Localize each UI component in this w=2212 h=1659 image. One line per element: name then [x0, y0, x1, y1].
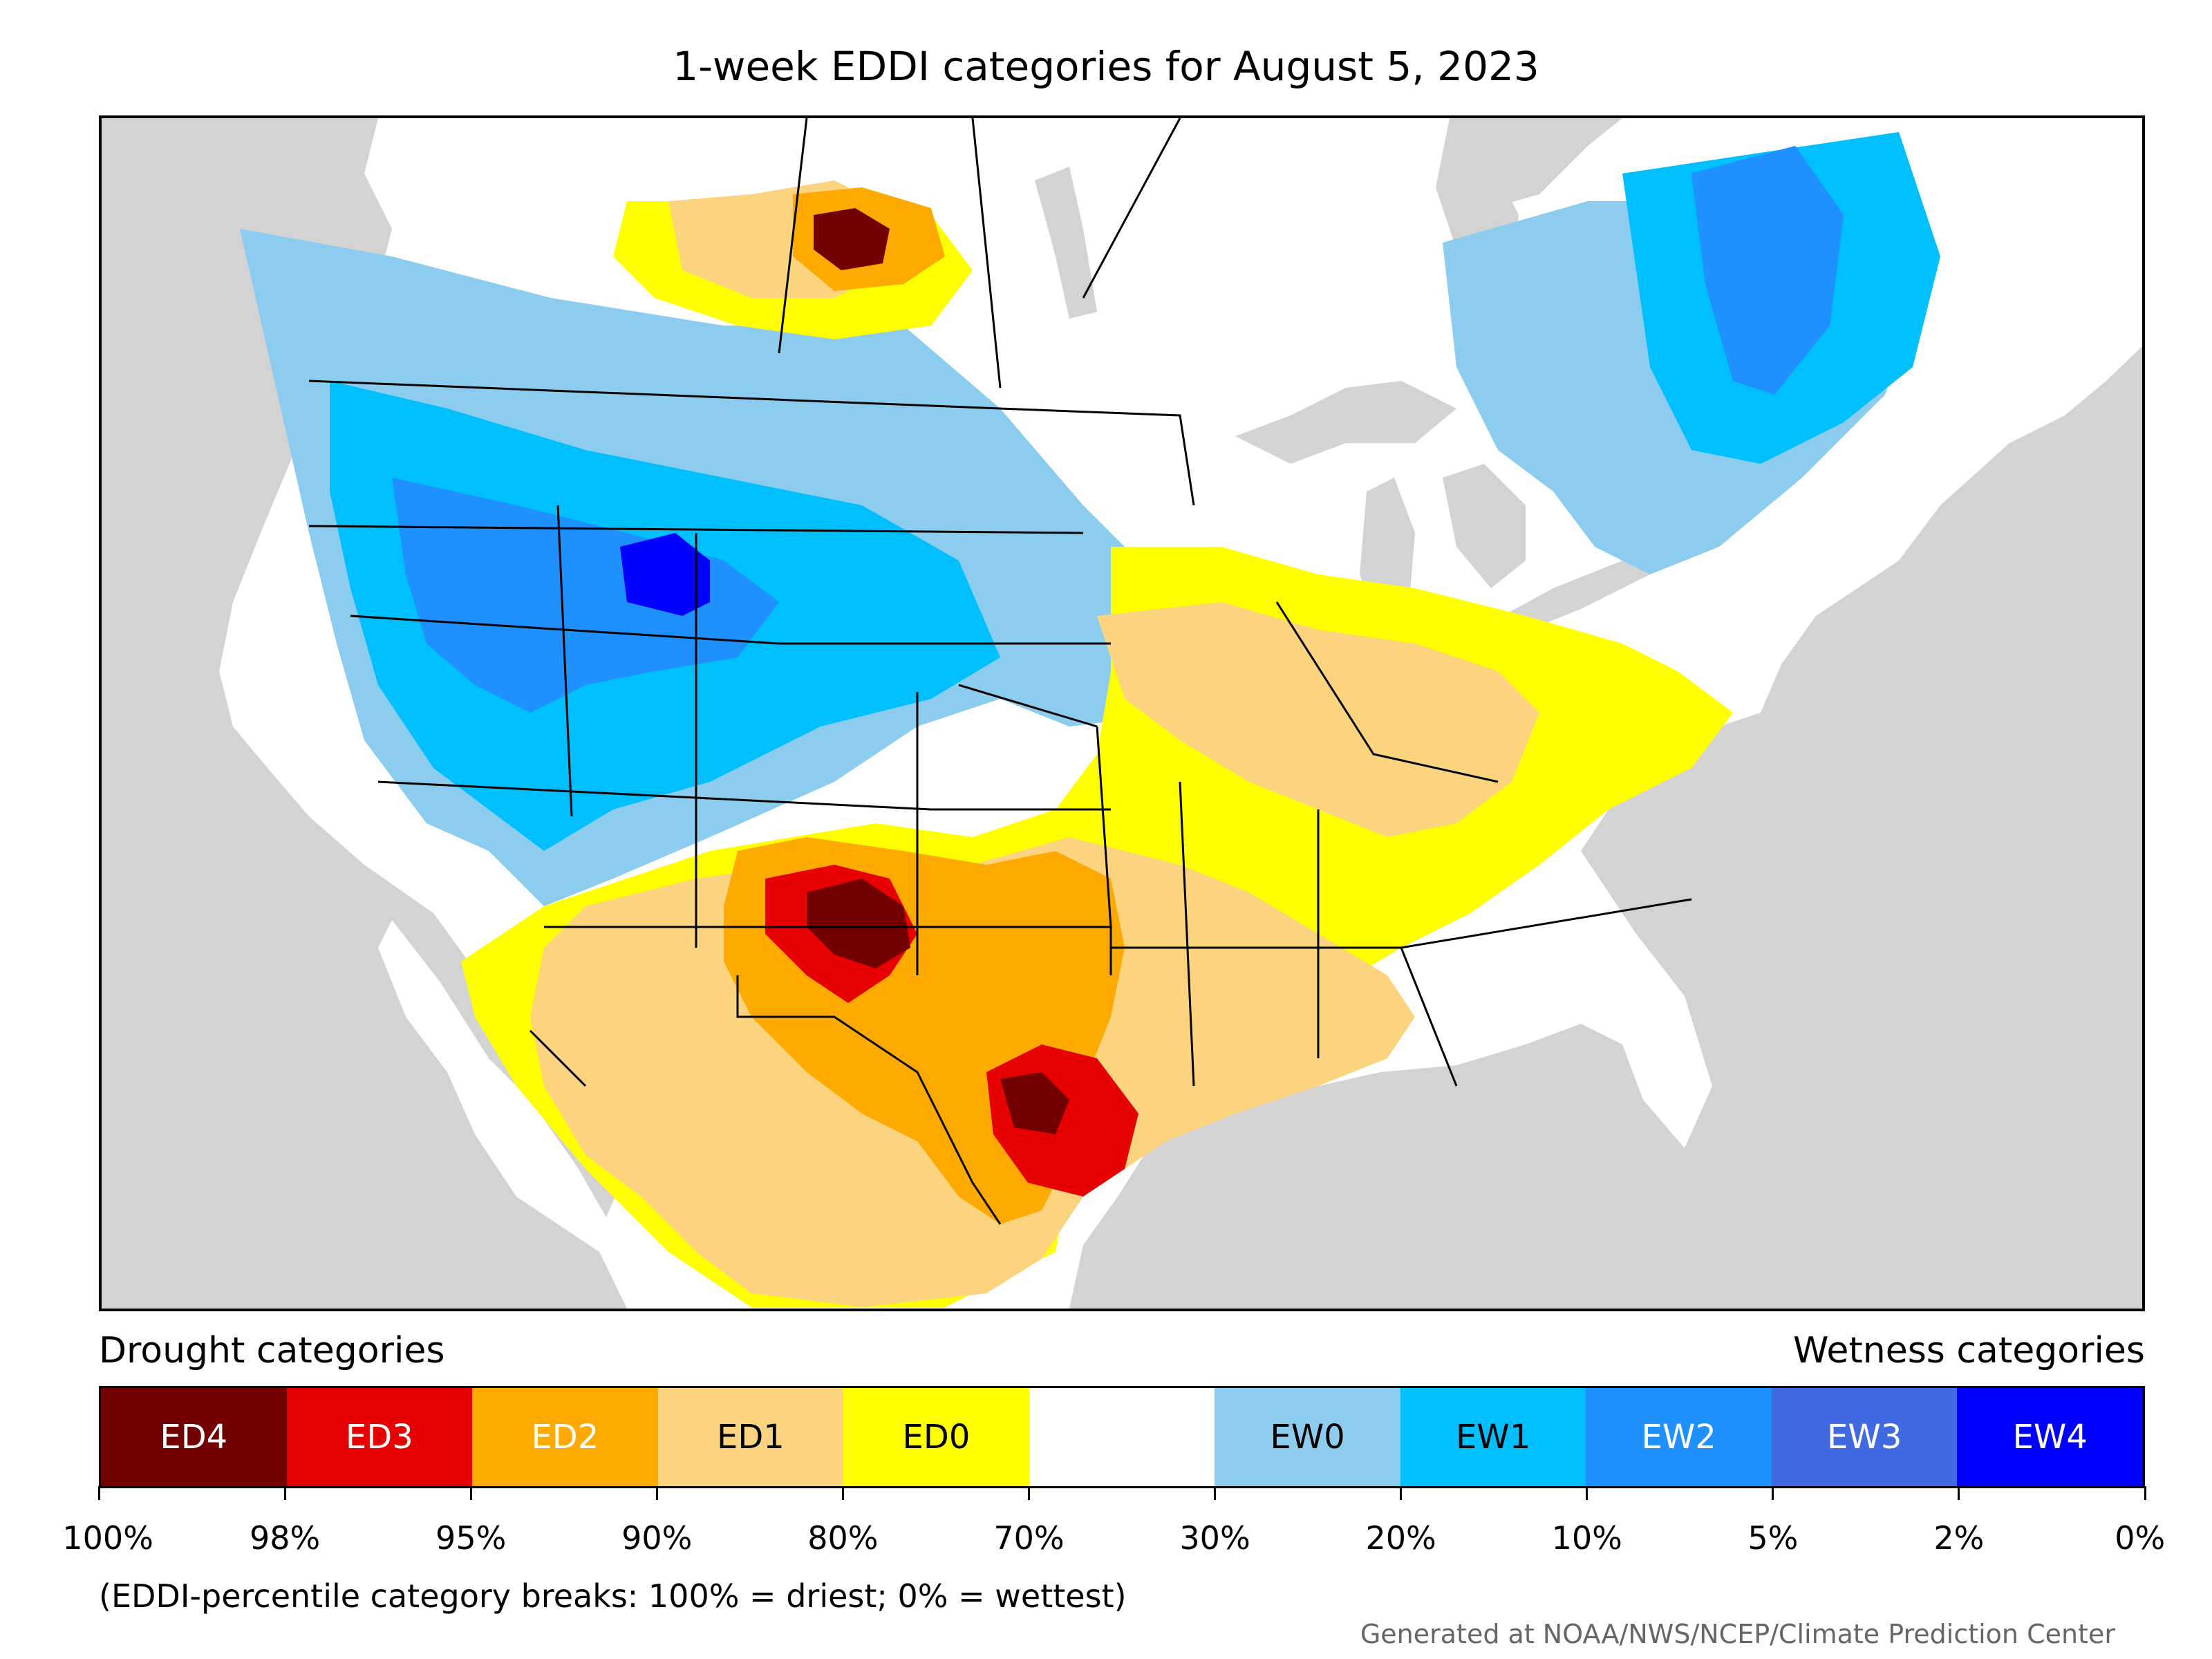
lake-huron — [1443, 464, 1526, 588]
ew2-region — [392, 478, 779, 713]
colorbar-tick — [1586, 1486, 1588, 1500]
colorbar-tick — [283, 1486, 286, 1500]
colorbar-tick-label: 90% — [621, 1519, 693, 1557]
colorbar-tick — [841, 1486, 844, 1500]
ew4-region — [620, 533, 710, 616]
ed4-texas — [1000, 1072, 1069, 1134]
colorbar-tick — [1772, 1486, 1774, 1500]
colorbar-tick-label: 20% — [1365, 1519, 1436, 1557]
colorbar-segment-ew3: EW3 — [1771, 1388, 1958, 1486]
colorbar-segment-ed4: ED4 — [101, 1388, 287, 1486]
colorbar-tick — [655, 1486, 658, 1500]
colorbar-ticks — [97, 1486, 2146, 1507]
colorbar-segment-ed2: ED2 — [472, 1388, 658, 1486]
colorbar-tick-label: 70% — [993, 1519, 1065, 1557]
colorbar-tick-label: 30% — [1179, 1519, 1250, 1557]
colorbar-tick — [1027, 1486, 1030, 1500]
colorbar-tick-label: 2% — [1933, 1519, 1985, 1557]
ew-northeast-2 — [1691, 146, 1844, 395]
colorbar-tick-label: 80% — [807, 1519, 879, 1557]
colorbar-tick-label: 98% — [249, 1519, 321, 1557]
colorbar-segment-ew4: EW4 — [1957, 1388, 2144, 1486]
wetness-categories-label: Wetness categories — [1793, 1330, 2145, 1371]
colorbar-tick-label: 10% — [1551, 1519, 1622, 1557]
colorbar-tick — [1958, 1486, 1960, 1500]
political-borders — [308, 118, 1692, 1225]
colorbar-tick-label: 0% — [2115, 1519, 2166, 1557]
lake-superior — [1235, 381, 1456, 464]
colorbar-segment-normal — [1029, 1388, 1215, 1486]
colorbar-segment-ew1: EW1 — [1400, 1388, 1586, 1486]
credit-line: Generated at NOAA/NWS/NCEP/Climate Predi… — [1360, 1619, 2115, 1649]
category-colorbar: ED4 ED3 ED2 ED1 ED0 EW0 EW1 EW2 EW3 EW4 — [99, 1386, 2145, 1488]
percentile-note: (EDDI-percentile category breaks: 100% =… — [99, 1577, 1127, 1615]
colorbar-tick-label: 5% — [1747, 1519, 1799, 1557]
colorbar-tick — [1400, 1486, 1403, 1500]
colorbar-segment-ew2: EW2 — [1586, 1388, 1772, 1486]
ed1-midwest — [1097, 602, 1539, 837]
ed4-canada — [814, 208, 890, 270]
colorbar-segment-ed1: ED1 — [657, 1388, 844, 1486]
colorbar-segment-ed0: ED0 — [843, 1388, 1029, 1486]
drought-categories-label: Drought categories — [99, 1330, 445, 1371]
colorbar-tick — [2144, 1486, 2146, 1500]
colorbar-tick — [97, 1486, 100, 1500]
eddi-map — [99, 115, 2145, 1311]
colorbar-tick — [1214, 1486, 1217, 1500]
ed4-region — [807, 879, 910, 968]
map-title: 1-week EDDI categories for August 5, 202… — [673, 43, 1539, 90]
lake-winnipeg — [1035, 167, 1097, 319]
colorbar-tick — [469, 1486, 472, 1500]
colorbar-segment-ew0: EW0 — [1215, 1388, 1400, 1486]
colorbar-segment-ed3: ED3 — [286, 1388, 473, 1486]
colorbar-tick-label: 100% — [62, 1519, 153, 1557]
colorbar-tick-label: 95% — [435, 1519, 507, 1557]
